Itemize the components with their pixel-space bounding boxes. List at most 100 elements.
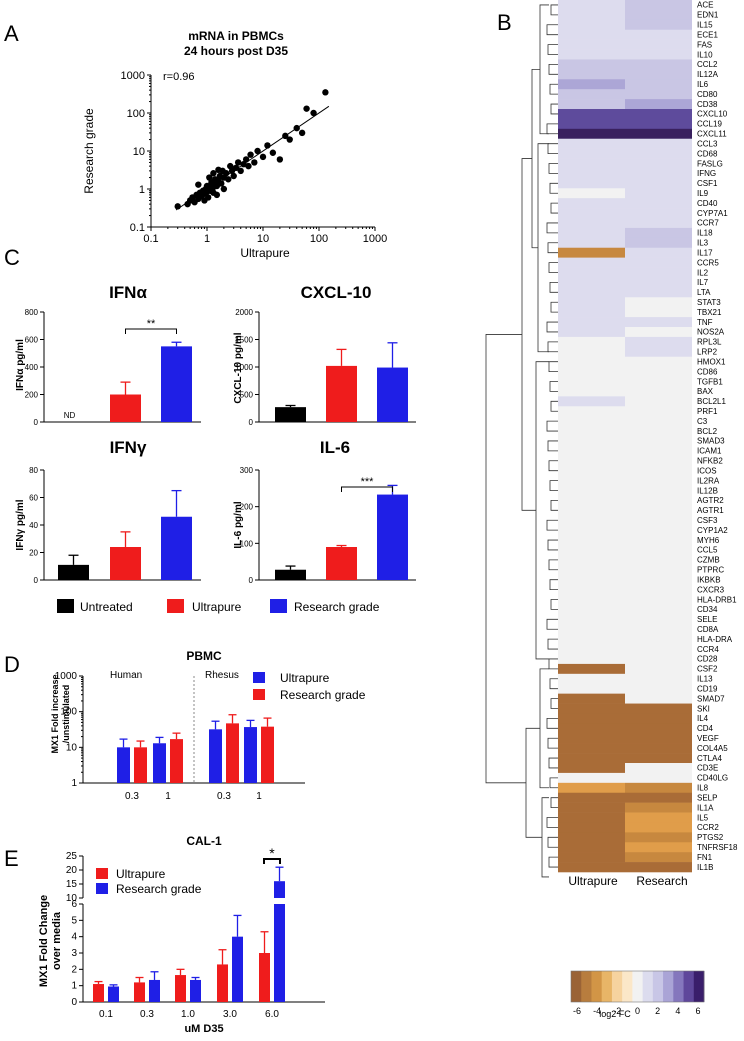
heatmap-cell xyxy=(558,297,625,308)
c1-bar xyxy=(161,346,192,422)
dendrogram-leaf xyxy=(549,579,558,590)
heatmap-cell xyxy=(558,792,625,803)
e-bar xyxy=(108,986,119,1002)
heatmap-cell xyxy=(558,138,625,149)
heatmap-cell xyxy=(625,495,692,506)
heatmap-cell xyxy=(625,79,692,90)
colorbar-swatch xyxy=(693,971,705,1002)
heatmap-row-label: TNFRSF18 xyxy=(697,843,738,852)
dendrogram-leaf xyxy=(550,301,558,313)
dendrogram-leaf xyxy=(547,539,558,551)
legend-swatch-ultrapure xyxy=(167,599,184,613)
d-bar xyxy=(170,739,183,783)
panel-d-legend-research: Research grade xyxy=(280,688,366,702)
heatmap-cell xyxy=(558,624,625,635)
dendrogram-leaf xyxy=(549,678,558,690)
dendrogram-leaf xyxy=(549,83,558,95)
heatmap-cell xyxy=(558,366,625,377)
a-x-tick-label: 10 xyxy=(257,233,269,245)
heatmap-cell xyxy=(558,723,625,734)
dendrogram-leaf xyxy=(546,24,558,36)
heatmap-cell xyxy=(558,554,625,566)
legend-label-research: Research grade xyxy=(294,600,380,614)
a-data-point xyxy=(303,105,310,112)
panel-d-group-rhesus: Rhesus xyxy=(205,670,239,681)
heatmap-row-label: SKI xyxy=(697,704,710,713)
heatmap-cell xyxy=(558,525,625,536)
panel-c3-title: IFNγ xyxy=(110,438,147,457)
colorbar-tick-label: -4 xyxy=(593,1006,601,1016)
a-data-point xyxy=(264,142,271,149)
heatmap-row-label: MYH6 xyxy=(697,536,720,545)
heatmap-row-label: CD3E xyxy=(697,764,718,773)
heatmap-row-label: ECE1 xyxy=(697,30,718,39)
heatmap-row-label: STAT3 xyxy=(697,298,721,307)
heatmap-row-label: ACE xyxy=(697,1,713,10)
e-bar xyxy=(134,982,145,1002)
c4-y-tick-label: 200 xyxy=(240,503,254,512)
panel-d-group-human: Human xyxy=(110,670,142,681)
e-bar xyxy=(149,979,160,1002)
e-y-tick-label: 4 xyxy=(71,932,77,943)
heatmap-row-label: CZMB xyxy=(697,556,720,565)
heatmap-cell xyxy=(558,39,625,50)
heatmap-cell xyxy=(558,356,625,367)
panel-c-bars: IFNα CXCL-10 IFNγ IL-6 IFNα pg/ml CXCL-1… xyxy=(15,283,416,585)
heatmap-cell xyxy=(625,634,692,645)
heatmap-cell xyxy=(625,832,692,843)
panel-c1-title: IFNα xyxy=(109,283,147,302)
heatmap-row-label: IL2RA xyxy=(697,476,720,485)
heatmap-cell xyxy=(558,128,625,140)
heatmap-row-label: CD80 xyxy=(697,90,718,99)
c1-y-tick-label: 200 xyxy=(25,391,39,400)
heatmap-row-label: IFNG xyxy=(697,169,716,178)
heatmap-cell xyxy=(625,188,692,199)
c3-bar xyxy=(58,564,89,580)
c1-y-tick-label: 0 xyxy=(34,418,39,427)
c4-bar xyxy=(377,494,408,580)
a-data-point xyxy=(245,162,252,170)
a-x-tick-label: 1 xyxy=(204,233,210,245)
dendrogram-leaf xyxy=(550,698,558,709)
heatmap-cell xyxy=(558,188,625,199)
a-data-point xyxy=(213,191,221,199)
a-x-tick-label: 1000 xyxy=(363,233,387,245)
heatmap-cell xyxy=(625,396,692,407)
a-data-point xyxy=(234,159,242,166)
heatmap-cell xyxy=(558,782,625,794)
a-data-point xyxy=(310,109,317,117)
heatmap-row-label: CXCL10 xyxy=(697,110,728,119)
heatmap-cell xyxy=(558,178,625,189)
heatmap-row-label: IL18 xyxy=(697,229,713,238)
heatmap-cell xyxy=(558,218,625,229)
heatmap-cell xyxy=(558,386,625,397)
heatmap-cell xyxy=(558,812,625,823)
panel-letter-a: A xyxy=(4,21,19,46)
dendrogram-leaf xyxy=(548,559,558,571)
dendrogram-leaf xyxy=(548,163,558,174)
heatmap-row-label: ICAM1 xyxy=(697,447,722,456)
colorbar-swatch xyxy=(642,971,654,1002)
heatmap-cell xyxy=(558,257,625,268)
heatmap-col-ultrapure: Ultrapure xyxy=(568,874,618,888)
heatmap-cell xyxy=(558,485,625,496)
heatmap-row-label: IL4 xyxy=(697,714,709,723)
heatmap-cell xyxy=(558,445,625,457)
e-bar xyxy=(190,979,201,1002)
heatmap-cell xyxy=(625,654,692,665)
panel-d-ylabel-line1: MX1 Fold increase xyxy=(50,674,60,753)
heatmap-row-label: IL2 xyxy=(697,268,709,277)
heatmap-row-label: LRP2 xyxy=(697,348,718,357)
heatmap-cell xyxy=(625,743,692,754)
heatmap-cell xyxy=(625,49,692,60)
dendrogram-leaf xyxy=(550,103,558,115)
heatmap-row-label: CXCR3 xyxy=(697,585,725,594)
c1-significance-stars: ** xyxy=(147,318,156,330)
panel-e-xlabel: uM D35 xyxy=(184,1023,223,1035)
a-data-point xyxy=(293,124,300,132)
dendrogram-leaf xyxy=(547,737,558,749)
panel-e-bars: CAL-1 uM D35 MX1 Fold Change over media … xyxy=(38,834,325,1035)
dendrogram-leaf xyxy=(546,321,558,333)
d-bar xyxy=(226,723,239,783)
heatmap-row-label: CYP1A2 xyxy=(697,526,728,535)
